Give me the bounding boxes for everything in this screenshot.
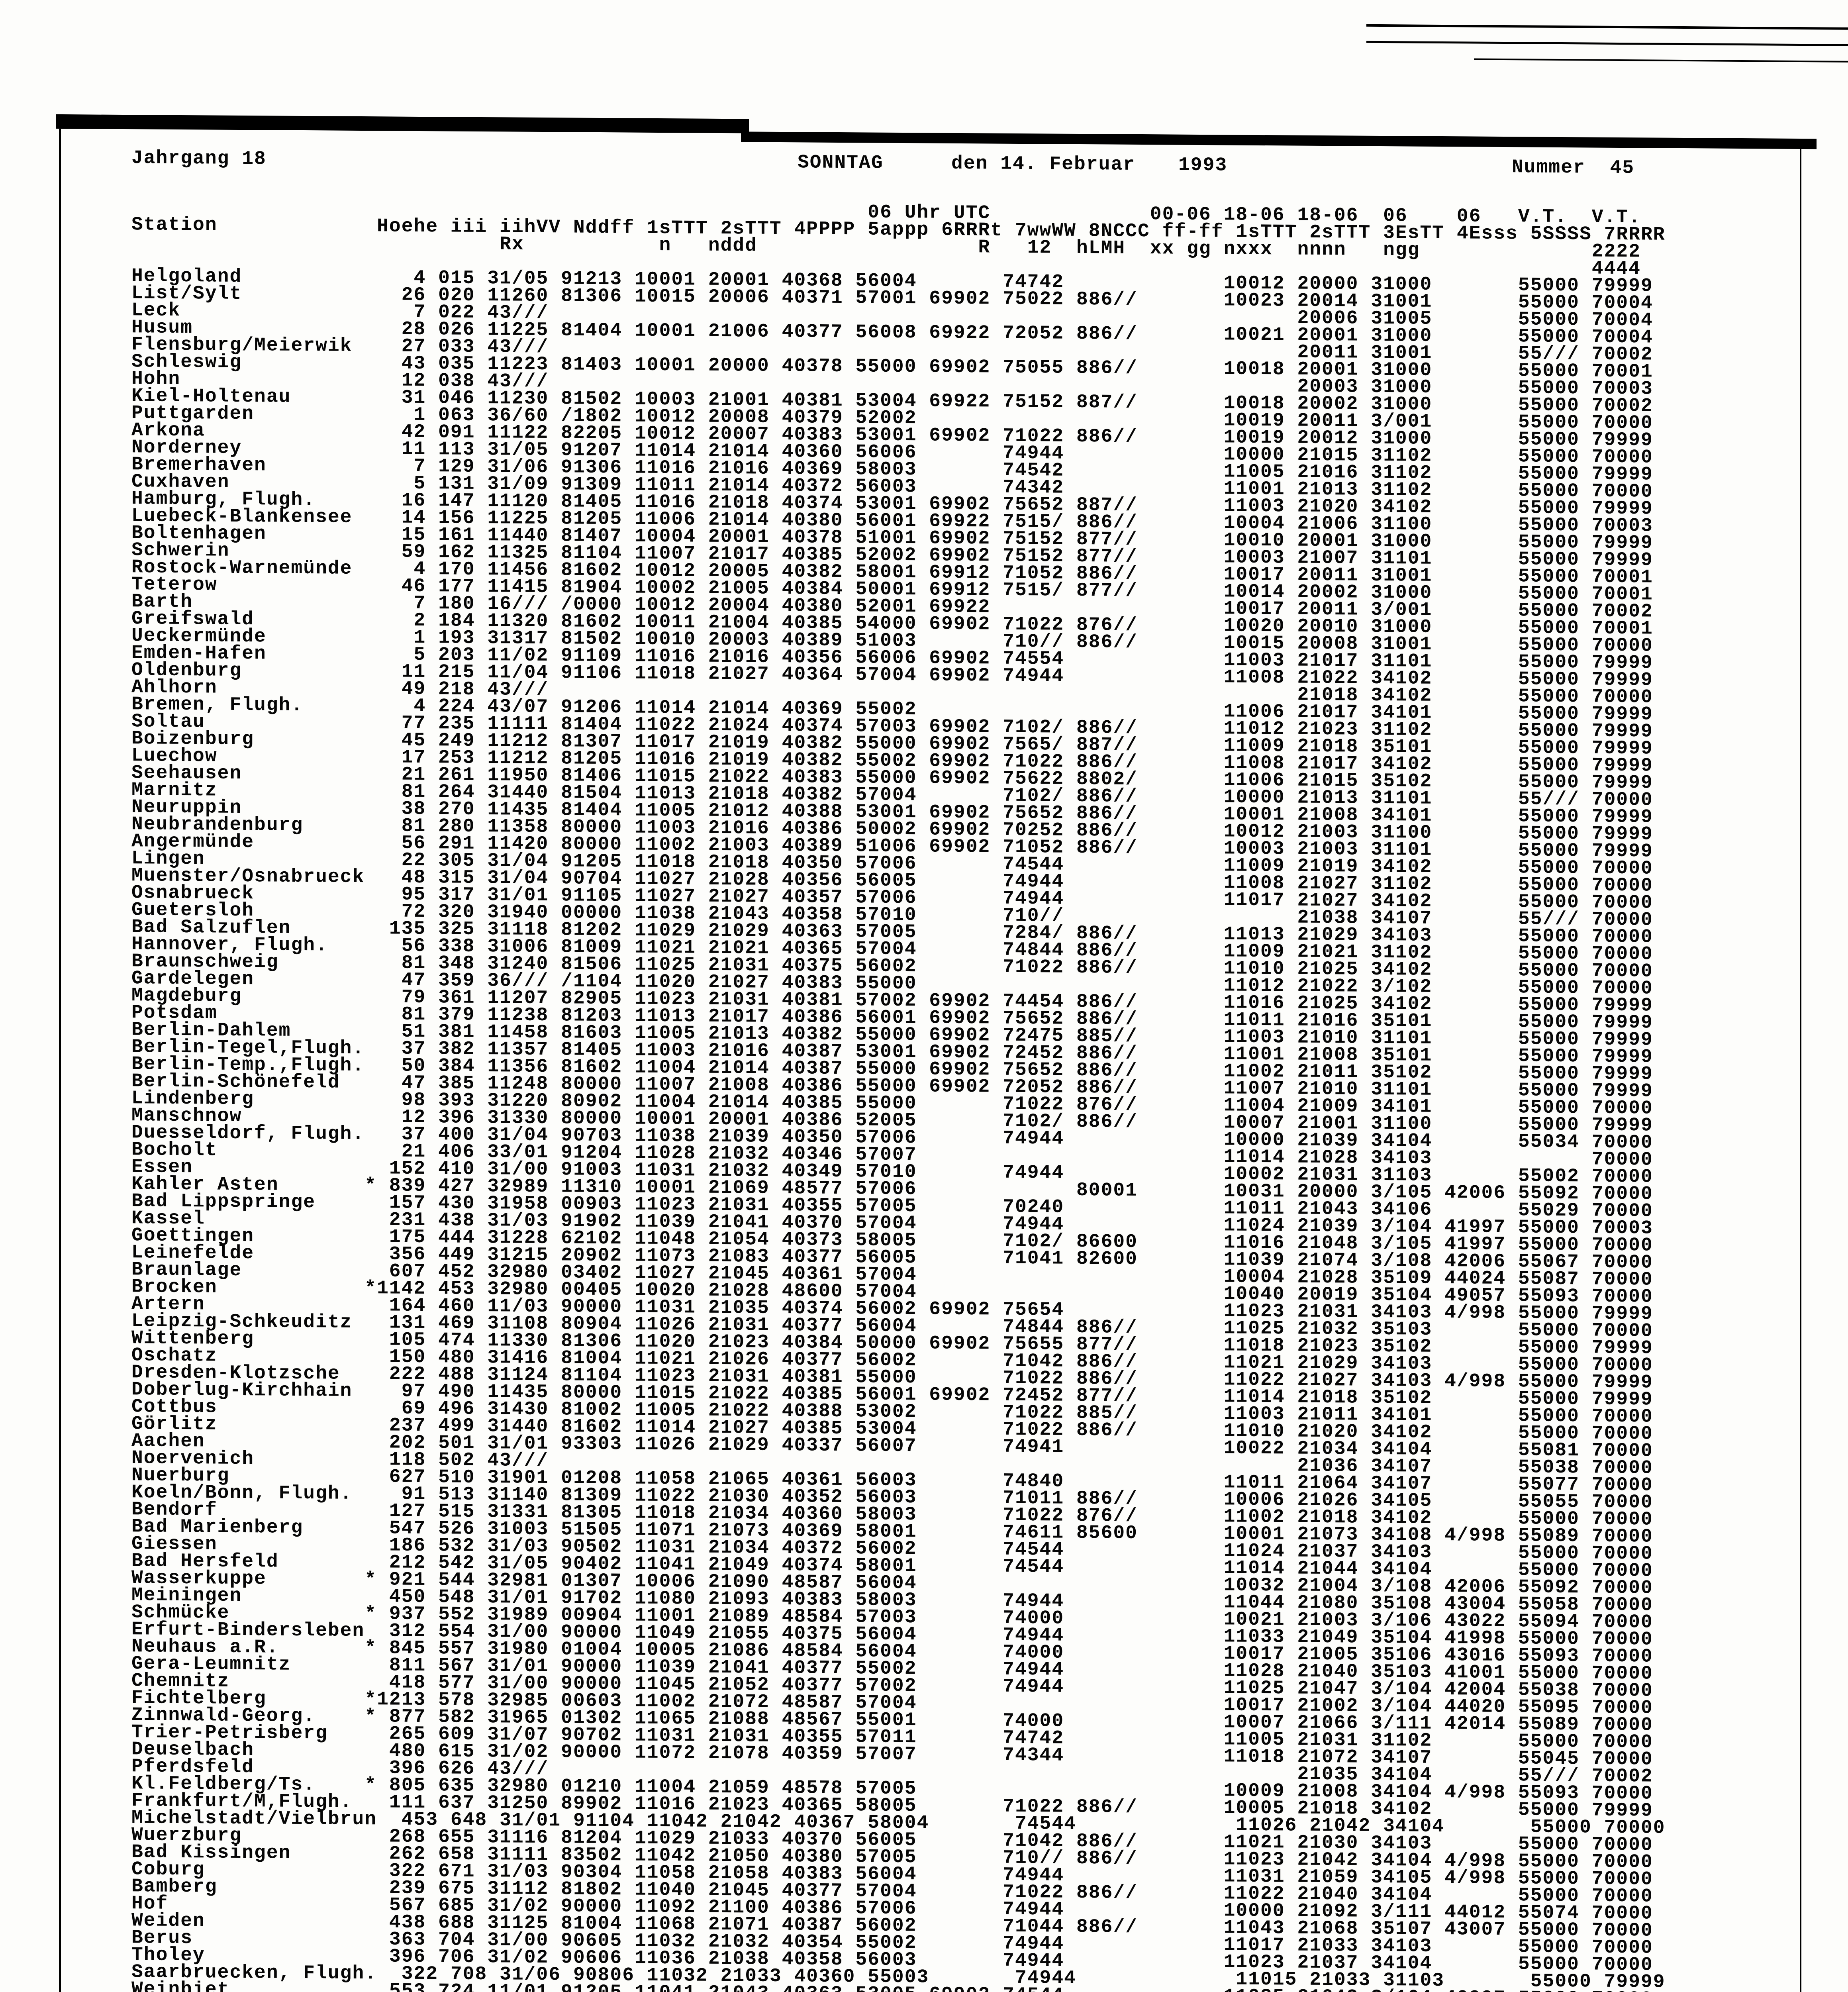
issue-number-label: Nummer 45 xyxy=(1512,157,1635,179)
scan-artifact-top-bar-right xyxy=(741,131,1817,149)
scan-artifact-corner-line-1 xyxy=(1366,24,1848,30)
journal-label: Jahrgang 18 xyxy=(131,147,267,170)
page-border-left xyxy=(59,128,61,1992)
station-table: 06 Uhr UTC 00-06 18-06 18-06 06 06 V.T. … xyxy=(131,199,1666,1992)
scan-artifact-top-bar-left xyxy=(56,114,749,133)
page-border-right xyxy=(1800,143,1801,1992)
year-label: 1993 xyxy=(1178,154,1228,176)
date-label: den 14. Februar xyxy=(951,153,1136,176)
weekday-label: SONNTAG xyxy=(798,152,884,174)
scan-artifact-corner-line-2 xyxy=(1366,41,1848,46)
scan-artifact-corner-line-3 xyxy=(1474,58,1848,63)
masthead: Jahrgang 18 SONNTAG den 14. Februar 1993… xyxy=(131,147,1725,179)
